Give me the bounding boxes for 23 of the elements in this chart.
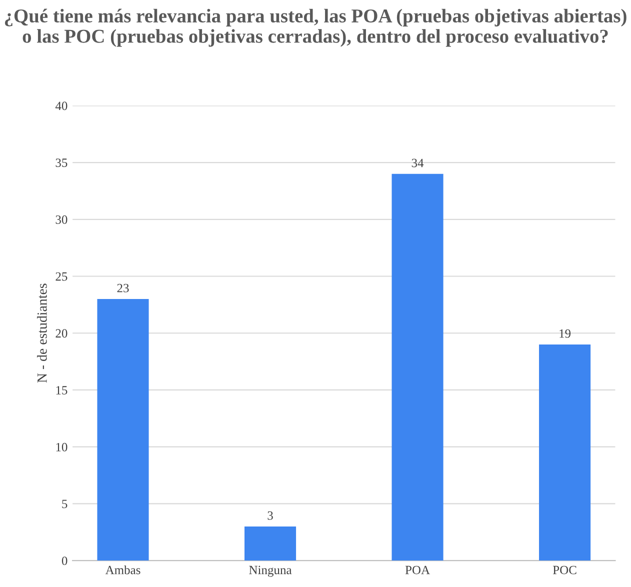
y-tick-label: 15 xyxy=(56,386,68,394)
bar xyxy=(244,526,296,561)
data-label: 3 xyxy=(268,511,273,520)
data-label: 34 xyxy=(412,158,424,168)
bar xyxy=(97,299,149,561)
data-label: 23 xyxy=(117,284,129,292)
y-tick-label: 20 xyxy=(56,329,68,338)
y-tick-label: 0 xyxy=(62,556,68,566)
y-tick-label: 5 xyxy=(62,500,68,508)
y-axis-title: N - de estudiantes xyxy=(37,284,47,383)
y-tick-label: 35 xyxy=(56,158,68,167)
x-tick-label: Ambas xyxy=(105,565,140,574)
y-tick-label: 25 xyxy=(56,272,68,281)
chart-title: ¿Qué tiene más relevancia para usted, las POA (pruebas objetivas abiertas) o las POC (pruebas objetivas cerradas), dentro del proceso evaluativo? xyxy=(4,8,626,47)
x-tick-label: Ninguna xyxy=(249,566,292,577)
x-tick-label: POA xyxy=(405,566,430,574)
x-tick-label: POC xyxy=(552,566,576,574)
bar xyxy=(392,174,444,561)
bar xyxy=(539,344,591,561)
data-label: 19 xyxy=(560,329,571,338)
y-tick-label: 40 xyxy=(55,102,68,110)
y-tick-label: 10 xyxy=(56,442,68,452)
y-tick-label: 30 xyxy=(56,215,68,224)
